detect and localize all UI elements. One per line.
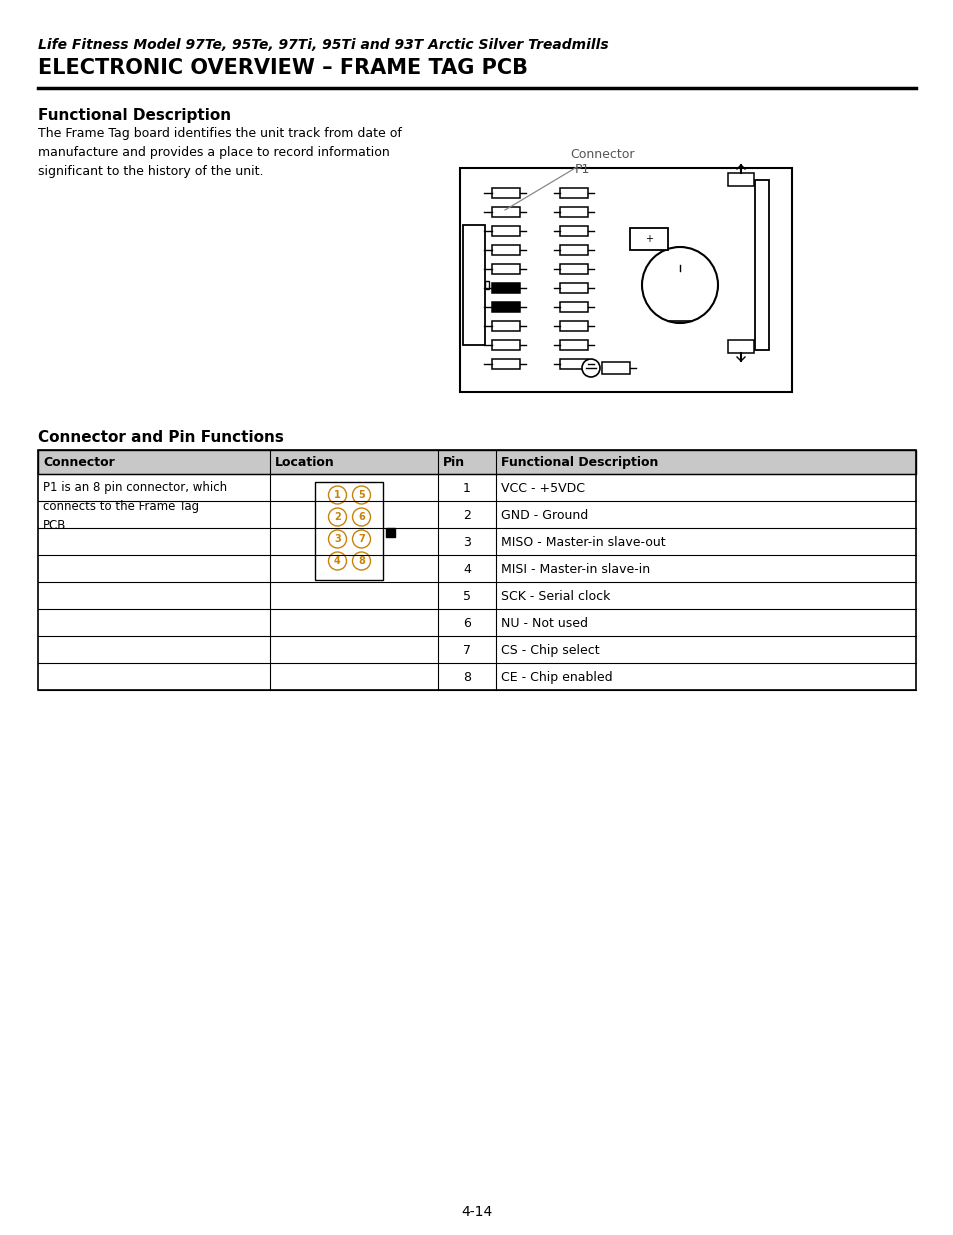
Bar xyxy=(559,207,587,217)
Text: SCK - Serial clock: SCK - Serial clock xyxy=(500,590,610,603)
Bar xyxy=(727,340,753,353)
Circle shape xyxy=(328,487,346,504)
Text: 8: 8 xyxy=(462,671,471,684)
Bar xyxy=(492,245,519,254)
Text: GND - Ground: GND - Ground xyxy=(500,509,588,522)
Text: Connector: Connector xyxy=(43,456,114,469)
Bar xyxy=(559,303,587,312)
Bar xyxy=(559,340,587,350)
Circle shape xyxy=(352,487,370,504)
Text: 8: 8 xyxy=(357,556,365,566)
Text: Functional Description: Functional Description xyxy=(38,107,231,124)
Text: Location: Location xyxy=(274,456,335,469)
Bar xyxy=(754,180,768,350)
Bar xyxy=(559,283,587,293)
Bar xyxy=(559,359,587,369)
Text: P1: P1 xyxy=(575,163,590,177)
Bar xyxy=(727,173,753,186)
Bar xyxy=(629,228,667,249)
Circle shape xyxy=(581,359,599,377)
Text: NU - Not used: NU - Not used xyxy=(500,618,587,630)
Bar xyxy=(492,226,519,236)
Bar xyxy=(492,303,519,312)
Bar xyxy=(386,529,395,537)
Text: 2: 2 xyxy=(334,513,340,522)
Text: 4: 4 xyxy=(334,556,340,566)
Text: ELECTRONIC OVERVIEW – FRAME TAG PCB: ELECTRONIC OVERVIEW – FRAME TAG PCB xyxy=(38,58,527,78)
Text: 3: 3 xyxy=(462,536,471,550)
Text: 4-14: 4-14 xyxy=(461,1205,492,1219)
Text: MISO - Master-in slave-out: MISO - Master-in slave-out xyxy=(500,536,665,550)
Text: Life Fitness Model 97Te, 95Te, 97Ti, 95Ti and 93T Arctic Silver Treadmills: Life Fitness Model 97Te, 95Te, 97Ti, 95T… xyxy=(38,38,608,52)
Text: CS - Chip select: CS - Chip select xyxy=(500,643,599,657)
Text: P1 is an 8 pin connector, which
connects to the Frame Tag
PCB: P1 is an 8 pin connector, which connects… xyxy=(43,480,227,532)
Text: Functional Description: Functional Description xyxy=(500,456,658,469)
Bar xyxy=(492,359,519,369)
Circle shape xyxy=(352,530,370,548)
Text: 6: 6 xyxy=(462,618,471,630)
Text: 6: 6 xyxy=(357,513,364,522)
Bar xyxy=(492,207,519,217)
Bar xyxy=(492,283,519,293)
Text: Pin: Pin xyxy=(442,456,465,469)
Circle shape xyxy=(352,552,370,571)
Bar xyxy=(559,188,587,198)
Bar xyxy=(559,226,587,236)
Circle shape xyxy=(328,508,346,526)
Circle shape xyxy=(328,530,346,548)
Text: 1: 1 xyxy=(462,482,471,495)
Bar xyxy=(559,245,587,254)
Text: 4: 4 xyxy=(462,563,471,576)
Text: 3: 3 xyxy=(334,534,340,543)
Text: 5: 5 xyxy=(357,490,364,500)
Bar xyxy=(492,188,519,198)
Circle shape xyxy=(352,508,370,526)
Bar xyxy=(459,168,791,391)
Bar xyxy=(492,321,519,331)
Text: 7: 7 xyxy=(462,643,471,657)
Bar xyxy=(462,225,484,345)
Bar xyxy=(314,482,382,580)
Text: MISI - Master-in slave-in: MISI - Master-in slave-in xyxy=(500,563,649,576)
Bar xyxy=(492,340,519,350)
Text: CE - Chip enabled: CE - Chip enabled xyxy=(500,671,612,684)
Text: 7: 7 xyxy=(357,534,364,543)
Circle shape xyxy=(641,247,718,324)
Bar xyxy=(38,450,915,474)
Bar xyxy=(492,264,519,274)
Bar xyxy=(484,282,489,289)
Text: 2: 2 xyxy=(462,509,471,522)
Text: Connector and Pin Functions: Connector and Pin Functions xyxy=(38,430,284,445)
Bar xyxy=(559,321,587,331)
Bar xyxy=(559,264,587,274)
Circle shape xyxy=(328,552,346,571)
Text: Connector: Connector xyxy=(569,148,634,161)
Text: VCC - +5VDC: VCC - +5VDC xyxy=(500,482,584,495)
Text: The Frame Tag board identifies the unit track from date of
manufacture and provi: The Frame Tag board identifies the unit … xyxy=(38,127,401,178)
Text: +: + xyxy=(644,233,652,245)
Text: 1: 1 xyxy=(334,490,340,500)
Bar xyxy=(601,362,629,374)
Bar xyxy=(38,450,915,690)
Text: 5: 5 xyxy=(462,590,471,603)
